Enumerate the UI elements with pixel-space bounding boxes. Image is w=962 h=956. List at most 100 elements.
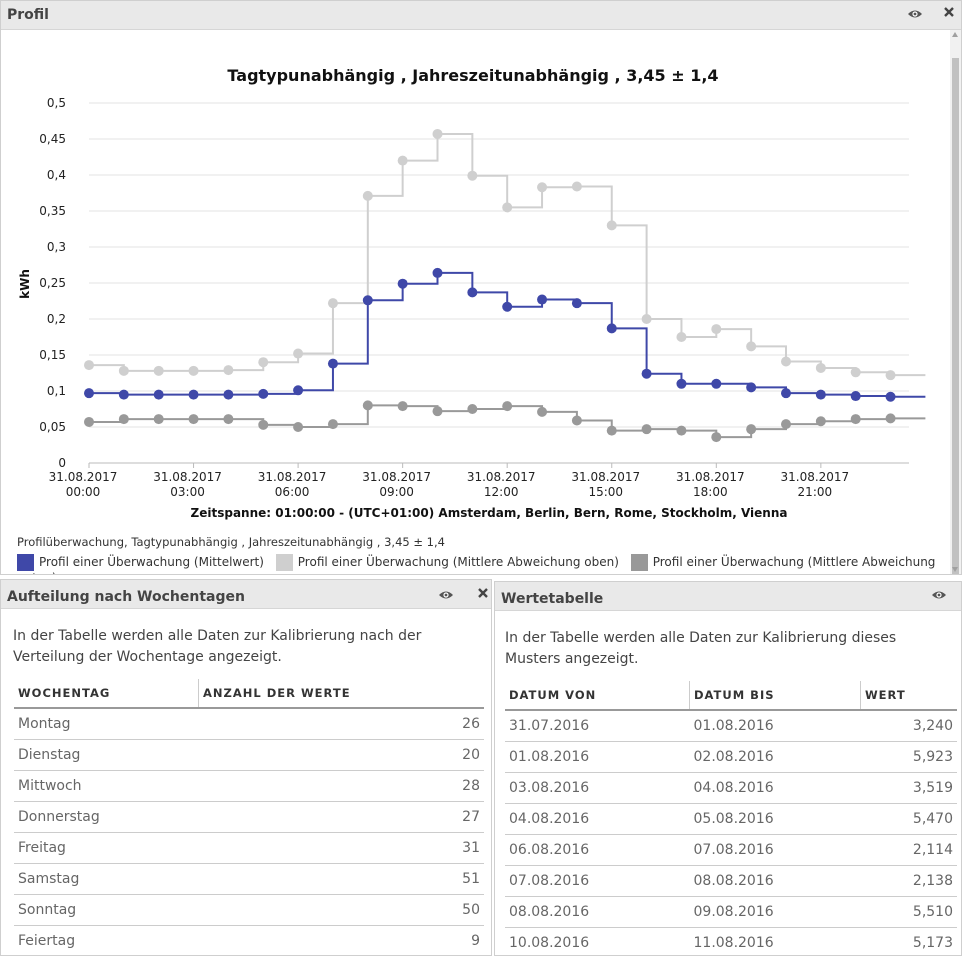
data-point[interactable] (571, 298, 582, 309)
data-point[interactable] (153, 414, 164, 425)
data-point[interactable] (327, 358, 338, 369)
data-point[interactable] (397, 155, 408, 166)
table-row[interactable]: 03.08.2016 04.08.2016 3,519 (505, 772, 957, 804)
table-row[interactable]: Freitag 31 (14, 832, 484, 864)
column-header-anzahl[interactable]: ANZAHL DER WERTE (198, 679, 484, 709)
data-point[interactable] (676, 378, 687, 389)
data-point[interactable] (118, 365, 129, 376)
data-point[interactable] (362, 295, 373, 306)
data-point[interactable] (641, 424, 652, 435)
data-point[interactable] (850, 391, 861, 402)
data-point[interactable] (641, 368, 652, 379)
data-point[interactable] (467, 287, 478, 298)
data-point[interactable] (153, 389, 164, 400)
data-point[interactable] (606, 425, 617, 436)
column-header-wert[interactable]: WERT (860, 681, 957, 711)
scroll-down-arrow-icon[interactable] (952, 567, 958, 572)
data-point[interactable] (502, 401, 513, 412)
data-point[interactable] (293, 348, 304, 359)
data-point[interactable] (258, 388, 269, 399)
data-point[interactable] (327, 298, 338, 309)
data-point[interactable] (502, 301, 513, 312)
data-point[interactable] (676, 332, 687, 342)
table-row[interactable]: 06.08.2016 07.08.2016 2,114 (505, 834, 957, 866)
data-point[interactable] (676, 425, 687, 436)
data-point[interactable] (362, 400, 373, 411)
data-point[interactable] (432, 267, 443, 278)
data-point[interactable] (571, 181, 582, 192)
data-point[interactable] (641, 314, 652, 324)
data-point[interactable] (397, 278, 408, 289)
legend-item[interactable]: Profil einer Überwachung (Mittelwert) (17, 554, 268, 571)
table-row[interactable]: 10.08.2016 11.08.2016 5,173 (505, 927, 957, 955)
scroll-up-arrow-icon[interactable] (952, 32, 958, 37)
data-point[interactable] (293, 422, 304, 432)
table-row[interactable]: Donnerstag 27 (14, 801, 484, 833)
eye-icon[interactable] (907, 6, 923, 22)
data-point[interactable] (467, 404, 478, 414)
data-point[interactable] (84, 388, 94, 399)
data-point[interactable] (781, 388, 791, 399)
data-point[interactable] (258, 419, 269, 430)
data-point[interactable] (746, 382, 757, 393)
data-point[interactable] (188, 389, 199, 400)
data-point[interactable] (711, 378, 722, 389)
column-header-datum-von[interactable]: DATUM VON (505, 681, 690, 711)
data-point[interactable] (502, 202, 513, 213)
data-point[interactable] (711, 324, 722, 335)
data-point[interactable] (537, 182, 548, 193)
data-point[interactable] (188, 414, 199, 425)
table-row[interactable]: Montag 26 (14, 708, 484, 740)
data-point[interactable] (711, 432, 722, 443)
data-point[interactable] (815, 362, 826, 373)
data-point[interactable] (223, 414, 234, 425)
column-header-wochentag[interactable]: WOCHENTAG (14, 679, 199, 709)
data-point[interactable] (850, 367, 861, 378)
data-point[interactable] (118, 389, 129, 400)
table-row[interactable]: 08.08.2016 09.08.2016 5,510 (505, 896, 957, 928)
data-point[interactable] (362, 190, 373, 201)
table-row[interactable]: Sonntag 50 (14, 894, 484, 926)
data-point[interactable] (746, 341, 757, 352)
table-row[interactable]: 07.08.2016 08.08.2016 2,138 (505, 865, 957, 897)
data-point[interactable] (571, 415, 582, 426)
data-point[interactable] (815, 416, 826, 427)
eye-icon[interactable] (931, 587, 947, 603)
data-point[interactable] (258, 357, 269, 368)
table-row[interactable]: Dienstag 20 (14, 739, 484, 771)
table-row[interactable]: 31.07.2016 01.08.2016 3,240 (505, 710, 957, 742)
data-point[interactable] (432, 128, 443, 139)
data-point[interactable] (84, 416, 94, 427)
data-point[interactable] (537, 406, 548, 417)
data-point[interactable] (432, 406, 443, 417)
data-point[interactable] (885, 370, 896, 381)
data-point[interactable] (815, 389, 826, 400)
table-row[interactable]: Feiertag 9 (14, 925, 484, 955)
data-point[interactable] (188, 365, 199, 376)
eye-icon[interactable] (438, 587, 454, 603)
data-point[interactable] (118, 414, 129, 425)
legend-item[interactable]: Profil einer Überwachung (Mittlere Abwei… (17, 554, 935, 574)
data-point[interactable] (223, 365, 234, 376)
data-point[interactable] (84, 360, 94, 371)
table-row[interactable]: Mittwoch 28 (14, 770, 484, 802)
data-point[interactable] (885, 413, 896, 424)
data-point[interactable] (781, 356, 791, 367)
data-point[interactable] (153, 365, 164, 376)
data-point[interactable] (606, 220, 617, 231)
data-point[interactable] (781, 419, 791, 430)
data-point[interactable] (746, 424, 757, 435)
data-point[interactable] (606, 323, 617, 334)
vertical-scrollbar[interactable] (950, 30, 961, 574)
close-icon[interactable] (475, 587, 491, 603)
table-row[interactable]: 01.08.2016 02.08.2016 5,923 (505, 741, 957, 773)
data-point[interactable] (885, 391, 896, 402)
data-point[interactable] (223, 389, 234, 400)
table-row[interactable]: Samstag 51 (14, 863, 484, 895)
table-row[interactable]: 04.08.2016 05.08.2016 5,470 (505, 803, 957, 835)
data-point[interactable] (327, 419, 338, 430)
data-point[interactable] (467, 170, 478, 181)
close-icon[interactable] (941, 6, 957, 22)
data-point[interactable] (293, 385, 304, 396)
scroll-thumb[interactable] (952, 58, 959, 574)
